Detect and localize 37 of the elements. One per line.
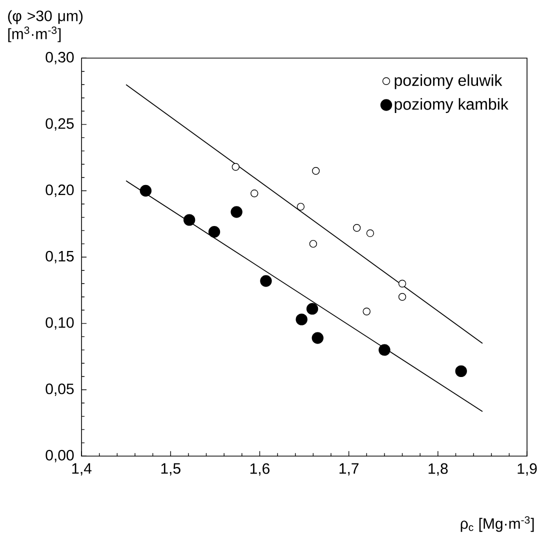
point [352,224,361,232]
point [250,190,258,198]
point [312,167,320,175]
y-tick-label: 0,10 [46,317,74,330]
point [183,214,196,226]
point [455,365,467,378]
point [296,202,305,211]
point [366,229,374,238]
point [378,344,390,356]
point [260,275,272,287]
legend-label: poziomy kambik [394,98,508,113]
x-tick-label: 1,8 [428,463,448,476]
x-tick-label: 1,7 [340,463,358,476]
x-tick-label: 1,4 [72,463,92,476]
point [312,332,324,344]
x-axis-title: ρ$_{c}$ [Mg·m$^{-3}$] [460,516,534,532]
legend-label: poziomy eluwik [394,74,502,90]
point [362,308,370,316]
y-tick-label: 0,30 [46,52,74,64]
point [398,280,406,288]
point [398,293,406,301]
x-tick-label: 1,5 [161,463,180,476]
x-tick-label: 1,9 [518,463,537,476]
point [232,163,240,171]
y-tick-label: 0,20 [46,184,74,197]
x-tick-label: 1,6 [250,463,270,476]
y-tick-label: 0,05 [46,384,74,396]
y-tick-label: 0,15 [46,250,74,264]
point [230,206,242,218]
point [309,240,318,248]
point [296,314,308,326]
point [208,226,220,238]
point [306,302,318,315]
y-axis-title: (φ >30 μm) [m$^{3}$·m$^{-3}$] [8,10,83,42]
point [140,184,152,197]
y-tick-label: 0,25 [46,118,74,131]
y-tick-label: 0,00 [46,450,74,462]
